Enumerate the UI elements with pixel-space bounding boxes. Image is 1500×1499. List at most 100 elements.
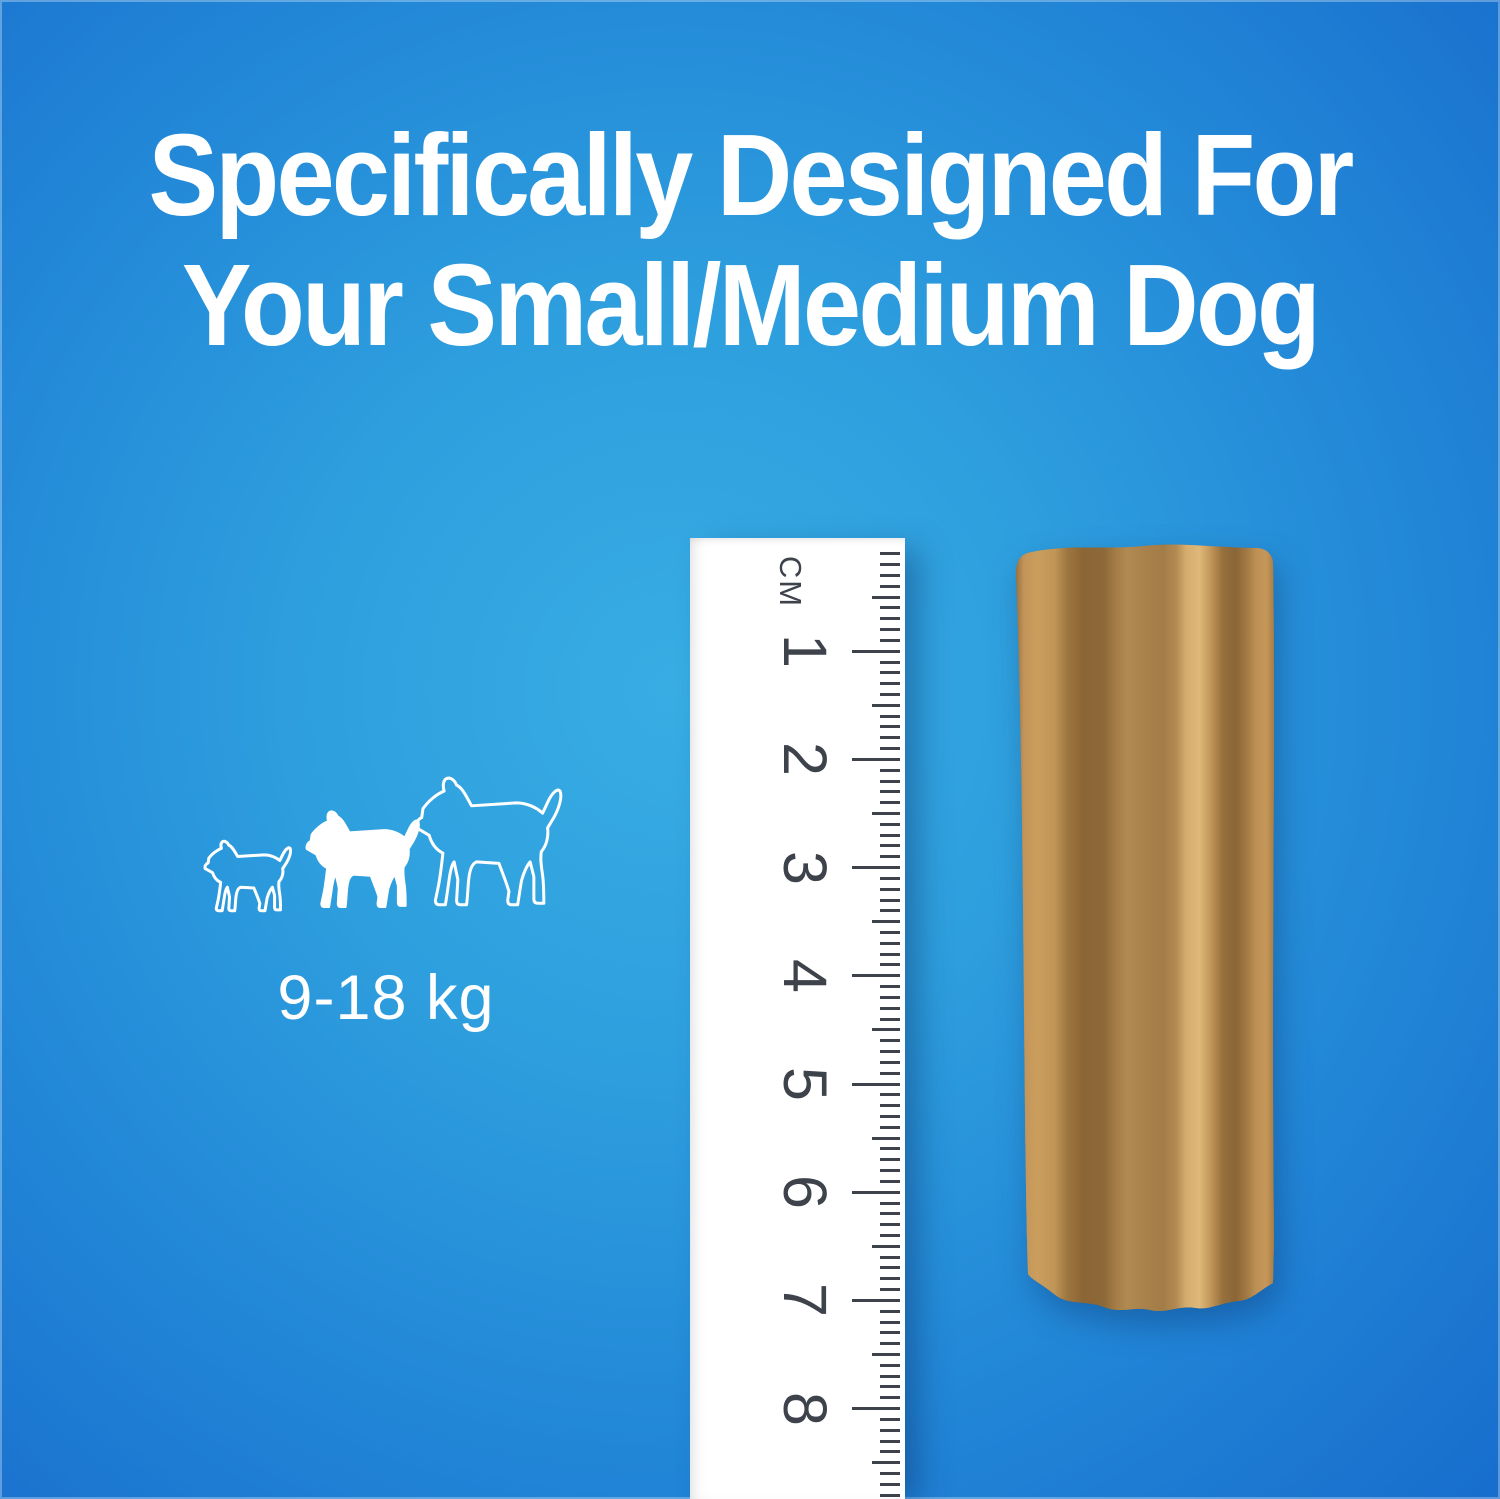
- ruler-tick: [880, 1493, 900, 1497]
- ruler-tick: [852, 1082, 900, 1086]
- ruler-tick: [880, 1233, 900, 1237]
- ruler-tick: [880, 1277, 900, 1281]
- ruler-tick: [880, 1266, 900, 1270]
- ruler-tick: [880, 1147, 900, 1151]
- ruler-tick: [880, 1223, 900, 1227]
- headline-line-1: Specifically Designed For: [148, 110, 1354, 240]
- ruler-tick: [880, 584, 900, 588]
- ruler-tick: [880, 1093, 900, 1097]
- ruler-tick: [880, 1439, 900, 1443]
- ruler-tick: [880, 844, 900, 848]
- ruler-tick: [852, 757, 900, 761]
- ruler-tick: [880, 692, 900, 696]
- ruler-tick: [880, 941, 900, 945]
- ruler-number: 6: [771, 1175, 839, 1210]
- ruler-tick: [880, 1342, 900, 1346]
- ruler-tick: [852, 866, 900, 870]
- ruler-tick: [880, 822, 900, 826]
- ruler-tick: [880, 638, 900, 642]
- ruler-tick: [880, 563, 900, 567]
- weight-range-label: 9-18 kg: [277, 963, 495, 1033]
- ruler-tick: [880, 1212, 900, 1216]
- ruler-tick: [880, 833, 900, 837]
- ruler-tick: [880, 963, 900, 967]
- ruler-tick: [872, 920, 900, 924]
- ruler-number: 5: [771, 1067, 839, 1101]
- ruler-tick: [880, 1114, 900, 1118]
- ruler-number: 7: [771, 1283, 839, 1318]
- ruler-tick: [880, 1104, 900, 1108]
- ruler-tick: [880, 898, 900, 902]
- headline: Specifically Designed For Your Small/Med…: [75, 110, 1425, 370]
- ruler-tick: [880, 1450, 900, 1454]
- ruler-number: 4: [771, 958, 839, 993]
- ruler-tick: [880, 725, 900, 729]
- ruler-tick: [880, 855, 900, 859]
- ruler-ticks: [690, 538, 905, 1499]
- ruler-tick: [880, 1417, 900, 1421]
- ruler-tick: [880, 1201, 900, 1205]
- ruler-tick: [880, 617, 900, 621]
- ruler-tick: [880, 931, 900, 935]
- ruler-tick: [880, 887, 900, 891]
- ruler-tick: [880, 1428, 900, 1432]
- ruler-tick: [880, 1017, 900, 1021]
- large-dog-silhouette: [408, 763, 570, 918]
- ruler-tick: [880, 628, 900, 632]
- ruler-tick: [852, 1190, 900, 1194]
- ruler-tick: [880, 1158, 900, 1162]
- ruler-tick: [880, 573, 900, 577]
- ruler-tick: [872, 812, 900, 815]
- ruler-tick: [872, 1353, 900, 1356]
- ruler-tick: [852, 1298, 900, 1302]
- ruler-tick: [880, 952, 900, 956]
- ruler-number: 8: [771, 1391, 839, 1426]
- ruler-tick: [880, 714, 900, 718]
- ruler-tick: [880, 747, 900, 751]
- ruler-tick: [880, 1006, 900, 1010]
- ruler-tick: [880, 1472, 900, 1476]
- ruler-tick: [880, 790, 900, 794]
- headline-line-2: Your Small/Medium Dog: [181, 240, 1321, 370]
- small-dog-silhouette: [203, 840, 292, 912]
- ruler-tick: [880, 682, 900, 686]
- dental-chew-stick: [1016, 544, 1274, 1312]
- ruler-tick: [880, 1309, 900, 1313]
- ruler-tick: [880, 1071, 900, 1075]
- ruler-tick: [880, 1169, 900, 1173]
- ruler-number: 3: [771, 850, 839, 885]
- ruler-tick: [872, 703, 900, 707]
- ruler-tick: [880, 1385, 900, 1389]
- ruler-tick: [880, 768, 900, 772]
- ruler-tick: [872, 595, 900, 599]
- ruler-tick: [852, 1407, 900, 1411]
- ruler-tick: [880, 995, 900, 999]
- ruler-tick: [880, 1255, 900, 1259]
- ruler-tick: [880, 1050, 900, 1054]
- ruler-tick: [880, 1396, 900, 1400]
- ruler-tick: [880, 909, 900, 913]
- ruler-tick: [880, 1039, 900, 1043]
- ruler-tick: [852, 649, 900, 653]
- ruler-tick: [880, 1482, 900, 1486]
- ruler-number: 1: [771, 634, 839, 669]
- ruler-tick: [880, 876, 900, 880]
- ruler-tick: [880, 671, 900, 675]
- ruler-tick: [880, 1374, 900, 1378]
- ruler-tick: [880, 606, 900, 610]
- ruler-tick: [880, 801, 900, 805]
- ruler-tick: [872, 1244, 900, 1248]
- ruler-tick: [880, 1125, 900, 1129]
- ruler-tick: [872, 1028, 900, 1032]
- ruler-tick: [880, 985, 900, 989]
- ruler-tick: [880, 779, 900, 783]
- ruler-tick: [880, 1060, 900, 1064]
- ruler-tick: [880, 1363, 900, 1367]
- ruler-tick: [852, 974, 900, 978]
- ruler-tick: [880, 1179, 900, 1183]
- ruler-tick: [880, 1320, 900, 1324]
- ruler-tick: [880, 1288, 900, 1292]
- ruler-number: 2: [771, 742, 839, 777]
